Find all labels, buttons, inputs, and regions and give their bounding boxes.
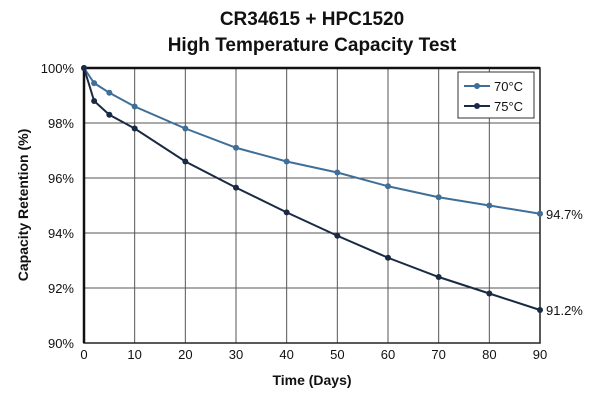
data-point bbox=[283, 209, 290, 216]
data-point bbox=[537, 307, 543, 313]
x-ticks: 0 10 20 30 40 50 60 70 80 90 bbox=[80, 347, 547, 362]
y-tick-label: 90% bbox=[48, 336, 74, 351]
data-point bbox=[435, 194, 442, 201]
y-tick-label: 96% bbox=[48, 171, 74, 186]
x-tick-label: 50 bbox=[330, 347, 344, 362]
x-tick-label: 60 bbox=[381, 347, 395, 362]
data-point bbox=[233, 184, 239, 191]
y-tick-label: 94% bbox=[48, 226, 74, 241]
x-axis-label: Time (Days) bbox=[272, 372, 351, 388]
data-point bbox=[91, 98, 98, 104]
x-tick-label: 0 bbox=[80, 347, 87, 362]
end-label-75c: 91.2% bbox=[546, 303, 583, 318]
x-tick-label: 30 bbox=[229, 347, 243, 362]
series-group bbox=[81, 65, 543, 313]
data-point bbox=[537, 210, 543, 217]
legend-label-75c: 75°C bbox=[494, 99, 523, 114]
data-point bbox=[91, 80, 98, 87]
data-point bbox=[385, 183, 391, 190]
grid bbox=[82, 66, 541, 344]
data-point bbox=[131, 103, 138, 110]
legend-label-70c: 70°C bbox=[494, 79, 523, 94]
legend-marker-75c bbox=[474, 103, 480, 109]
data-point bbox=[385, 254, 391, 261]
y-tick-label: 98% bbox=[48, 116, 74, 131]
series-line-1 bbox=[83, 67, 541, 311]
data-point bbox=[334, 232, 341, 239]
data-point bbox=[486, 202, 493, 209]
y-tick-label: 92% bbox=[48, 281, 74, 296]
legend-marker-70c bbox=[474, 83, 480, 89]
data-point bbox=[106, 89, 113, 96]
legend: 70°C 75°C bbox=[457, 71, 535, 119]
x-tick-label: 80 bbox=[482, 347, 496, 362]
y-tick-label: 100% bbox=[41, 61, 75, 76]
x-tick-label: 10 bbox=[127, 347, 141, 362]
x-tick-label: 20 bbox=[178, 347, 192, 362]
data-point bbox=[283, 158, 290, 165]
chart-subtitle: High Temperature Capacity Test bbox=[168, 35, 457, 56]
end-label-70c: 94.7% bbox=[546, 207, 583, 222]
data-point bbox=[233, 144, 239, 151]
x-tick-label: 40 bbox=[279, 347, 293, 362]
x-tick-label: 70 bbox=[431, 347, 445, 362]
data-point bbox=[131, 125, 138, 132]
data-point bbox=[334, 169, 341, 176]
data-point bbox=[435, 274, 442, 280]
data-point bbox=[106, 111, 113, 118]
data-point bbox=[182, 125, 189, 132]
y-axis-label: Capacity Retention (%) bbox=[15, 129, 31, 281]
chart-title: CR34615 + HPC1520 bbox=[220, 9, 404, 30]
y-ticks: 90% 92% 94% 96% 98% 100% bbox=[41, 61, 75, 351]
data-point bbox=[486, 290, 493, 297]
x-tick-label: 90 bbox=[533, 347, 547, 362]
data-point bbox=[182, 158, 189, 165]
data-point bbox=[81, 65, 87, 71]
